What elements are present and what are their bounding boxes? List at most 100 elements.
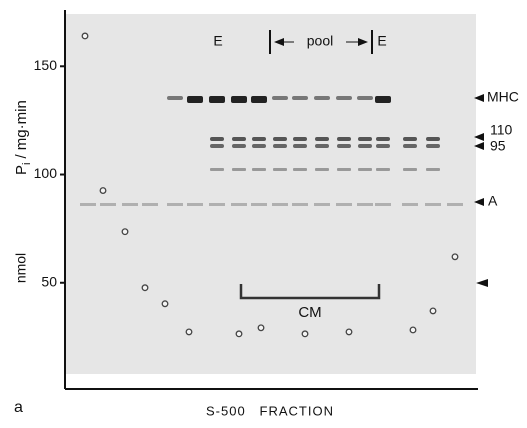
band [231,96,247,103]
band [376,137,390,141]
band [314,203,330,206]
band [272,203,288,206]
y-symbol: P [13,165,30,175]
data-point [121,228,129,236]
panel-letter: a [14,399,23,416]
data-point [429,307,437,315]
band [293,168,307,171]
y-unit: nmol [13,253,29,283]
gel-bands [80,96,463,206]
y-tick-label: 150 [34,57,58,73]
arrow [474,94,484,102]
band [403,144,417,148]
x-axis-label: S-500 FRACTION [206,403,334,418]
band [187,203,203,206]
data-point [257,324,265,332]
data-point [161,300,169,308]
e-label: E [377,33,386,49]
data-point [345,328,353,336]
band [273,168,287,171]
data-point [409,326,417,334]
band [336,96,352,100]
y-tick-label: 100 [34,165,58,181]
band [293,137,307,141]
band [314,96,330,100]
cm-bracket [239,284,381,300]
arrow [274,38,284,46]
band [232,168,246,171]
band [337,137,351,141]
arrow [476,279,488,287]
band [426,137,440,141]
pool-label: pool [307,33,333,49]
band-label: 95 [490,138,506,154]
band-label: 110 [490,122,513,138]
band [209,96,225,103]
data-point [81,32,89,40]
band [273,144,287,148]
band [376,144,390,148]
band [402,203,418,206]
band [231,203,247,206]
band [210,137,224,141]
band [187,96,203,103]
data-point [235,330,243,338]
band [357,96,373,100]
band [252,137,266,141]
band [100,203,116,206]
band [209,203,225,206]
band [358,144,372,148]
e-label: E [213,33,222,49]
band [337,144,351,148]
band [210,144,224,148]
arrow [474,198,484,206]
band [403,137,417,141]
data-point [185,328,193,336]
band [122,203,138,206]
data-point [301,330,309,338]
arrow [474,133,484,141]
data-point [451,253,459,261]
band [292,96,308,100]
band-label: A [488,193,498,209]
band [358,137,372,141]
y-tick-label: 50 [41,273,57,289]
band [232,144,246,148]
y-label: Pi / mg·min [13,100,33,175]
band [272,96,288,100]
band [358,168,372,171]
band [357,203,373,206]
band [315,137,329,141]
band [292,203,308,206]
gel-background [66,14,476,374]
band [447,203,463,206]
y-rest: / mg·min [13,100,30,158]
band [232,137,246,141]
band [315,144,329,148]
band [251,96,267,103]
data-point [141,284,149,292]
band [167,96,183,100]
band [425,203,441,206]
band [80,203,96,206]
band [426,144,440,148]
arrow [474,142,484,150]
band [210,168,224,171]
band [403,168,417,171]
y-subscript: i [21,163,33,165]
cm-label: CM [298,304,321,321]
band [426,168,440,171]
band [293,144,307,148]
band [252,144,266,148]
arrow [358,38,368,46]
band [142,203,158,206]
band [252,168,266,171]
band [315,168,329,171]
band [376,168,390,171]
band [273,137,287,141]
band [337,168,351,171]
band [375,203,391,206]
band [375,96,391,103]
band-label: MHC [487,89,519,105]
